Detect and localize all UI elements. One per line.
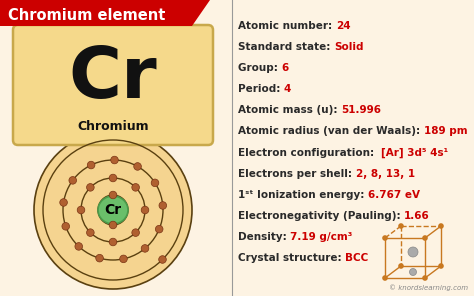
Text: [Ar] 3d⁵ 4s¹: [Ar] 3d⁵ 4s¹	[382, 147, 448, 158]
Text: BCC: BCC	[345, 253, 368, 263]
Text: Cr: Cr	[69, 44, 157, 113]
Circle shape	[69, 177, 76, 184]
Circle shape	[398, 223, 404, 229]
Circle shape	[159, 202, 166, 209]
Circle shape	[77, 206, 85, 214]
Circle shape	[87, 161, 95, 169]
Circle shape	[132, 184, 139, 191]
Text: 24: 24	[336, 21, 350, 31]
Text: Period:: Period:	[238, 84, 284, 94]
Text: 1.66: 1.66	[404, 211, 430, 221]
Circle shape	[62, 223, 70, 230]
Ellipse shape	[98, 196, 128, 224]
Circle shape	[60, 199, 67, 206]
Circle shape	[382, 235, 388, 241]
Text: Cr: Cr	[104, 203, 121, 217]
Circle shape	[132, 229, 139, 237]
Circle shape	[75, 243, 82, 250]
Circle shape	[96, 254, 103, 262]
Text: 6.767 eV: 6.767 eV	[368, 190, 420, 200]
Text: Crystal structure:: Crystal structure:	[238, 253, 345, 263]
Circle shape	[109, 174, 117, 182]
Circle shape	[382, 275, 388, 281]
Text: 1ˢᵗ Ionization energy:: 1ˢᵗ Ionization energy:	[238, 190, 368, 200]
Circle shape	[141, 206, 149, 214]
Circle shape	[438, 263, 444, 269]
Circle shape	[120, 255, 128, 263]
Circle shape	[410, 268, 417, 276]
Circle shape	[87, 184, 94, 191]
Circle shape	[141, 244, 149, 252]
Text: 189 pm: 189 pm	[424, 126, 467, 136]
Circle shape	[422, 275, 428, 281]
Text: 2, 8, 13, 1: 2, 8, 13, 1	[356, 169, 415, 179]
Circle shape	[109, 238, 117, 246]
Text: 4: 4	[284, 84, 292, 94]
Circle shape	[109, 191, 117, 199]
Text: Atomic radius (van der Waals):: Atomic radius (van der Waals):	[238, 126, 424, 136]
Text: Electron configuration:: Electron configuration:	[238, 148, 382, 158]
Text: Chromium element: Chromium element	[8, 9, 165, 23]
Circle shape	[408, 247, 418, 257]
Circle shape	[111, 156, 118, 164]
Text: Standard state:: Standard state:	[238, 42, 334, 52]
Circle shape	[155, 225, 163, 233]
Text: Atomic mass (u):: Atomic mass (u):	[238, 105, 341, 115]
Circle shape	[151, 179, 159, 187]
Text: Group:: Group:	[238, 63, 282, 73]
Text: 7.19 g/cm³: 7.19 g/cm³	[291, 232, 353, 242]
Circle shape	[438, 223, 444, 229]
Circle shape	[398, 263, 404, 269]
Circle shape	[134, 163, 141, 170]
Text: 6: 6	[282, 63, 289, 73]
Circle shape	[87, 229, 94, 237]
Text: Density:: Density:	[238, 232, 291, 242]
Text: Solid: Solid	[334, 42, 364, 52]
FancyBboxPatch shape	[13, 25, 213, 145]
Text: Electrons per shell:: Electrons per shell:	[238, 169, 356, 179]
Circle shape	[422, 235, 428, 241]
Ellipse shape	[34, 131, 192, 289]
Text: © knordslearning.com: © knordslearning.com	[389, 284, 468, 291]
Text: Electronegativity (Pauling):: Electronegativity (Pauling):	[238, 211, 404, 221]
Text: Chromium: Chromium	[77, 120, 149, 133]
Circle shape	[109, 221, 117, 229]
Text: 51.996: 51.996	[341, 105, 381, 115]
Polygon shape	[0, 0, 210, 26]
Text: Atomic number:: Atomic number:	[238, 21, 336, 31]
Circle shape	[159, 256, 166, 263]
